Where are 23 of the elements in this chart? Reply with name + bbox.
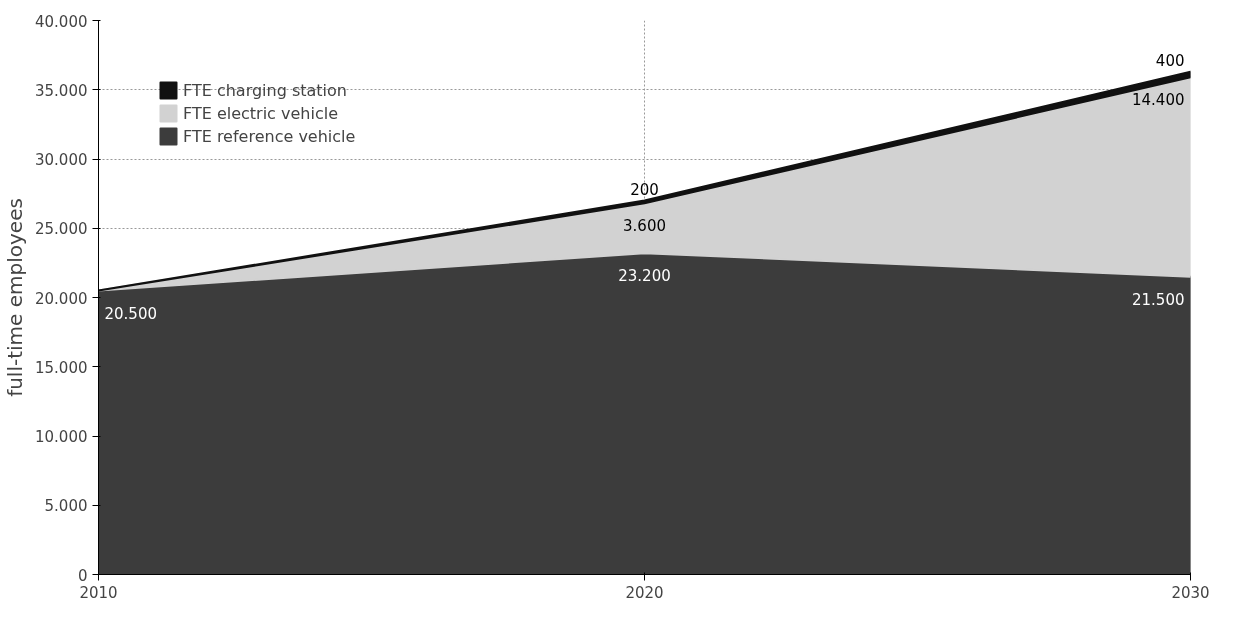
y-tick-label: 0	[77, 566, 88, 585]
y-tick-label: 15.000	[35, 358, 88, 377]
data-label: 3.600	[623, 217, 666, 236]
y-tick-label: 10.000	[35, 428, 88, 446]
y-tick-label: 30.000	[35, 151, 88, 169]
legend-label: FTE reference vehicle	[183, 126, 356, 146]
x-tick-label: 2010	[79, 583, 118, 602]
x-tick-label: 2030	[1171, 583, 1210, 602]
data-label: 23.200	[618, 267, 671, 286]
y-tick-label: 20.000	[35, 289, 88, 308]
y-tick-label: 35.000	[35, 81, 88, 100]
y-axis-title: full-time employees	[3, 198, 28, 397]
data-label: 21.500	[1132, 290, 1185, 309]
y-tick-label: 5.000	[44, 497, 88, 516]
data-label: 200	[630, 180, 659, 199]
data-label: 14.400	[1132, 91, 1185, 110]
y-tick-label: 40.000	[35, 12, 88, 31]
legend-label: FTE charging station	[183, 80, 347, 100]
x-tick-label: 2020	[625, 583, 664, 602]
y-tick-label: 25.000	[35, 220, 88, 239]
data-label: 400	[1155, 51, 1185, 70]
data-label: 20.500	[104, 304, 157, 323]
legend-label: FTE electric vehicle	[183, 103, 338, 123]
